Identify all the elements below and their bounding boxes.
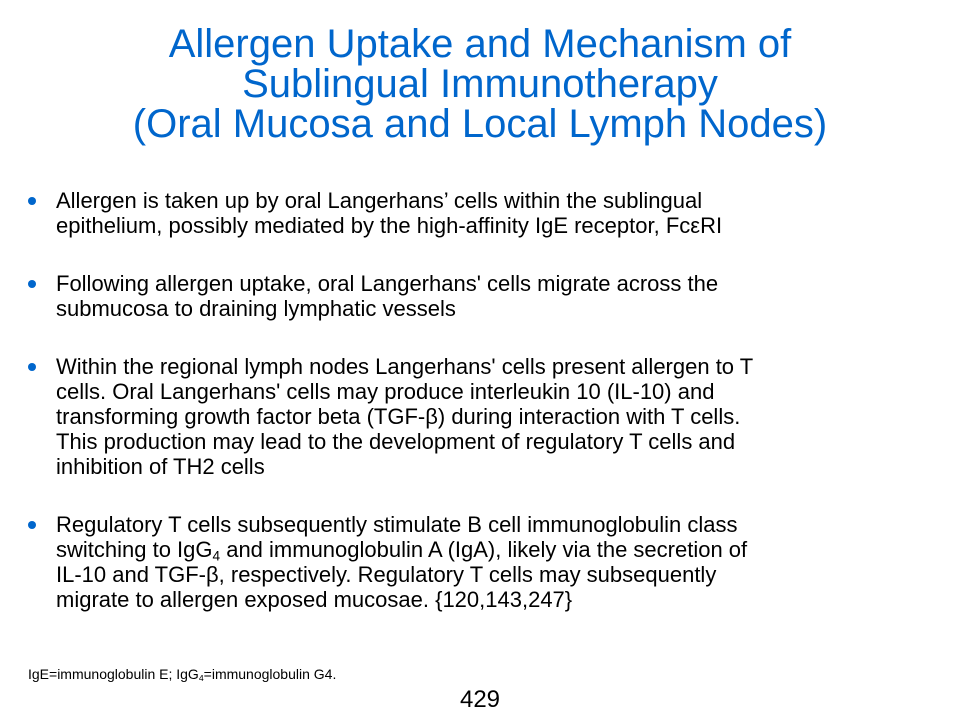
bullet-line: Following allergen uptake, oral Langerha… <box>56 271 719 296</box>
bullet-item: Allergen is taken up by oral Langerhans’… <box>26 188 926 238</box>
bullet-item: Within the regional lymph nodes Langerha… <box>26 354 926 479</box>
bullet-line: transforming growth factor beta (TGF-β) … <box>56 404 741 429</box>
page-number: 429 <box>459 686 501 713</box>
bullet-item: Following allergen uptake, oral Langerha… <box>26 271 926 321</box>
slide-title: Allergen Uptake and Mechanism of Subling… <box>20 24 940 144</box>
bullet-text: Following allergen uptake, oral Langerha… <box>56 271 926 321</box>
bullet-line: Regulatory T cells subsequently stimulat… <box>56 512 738 537</box>
bullet-item: Regulatory T cells subsequently stimulat… <box>26 512 926 612</box>
bullet-text: Within the regional lymph nodes Langerha… <box>56 354 926 479</box>
footnote-text: =immunoglobulin G4. <box>203 666 337 682</box>
bullet-dot-icon <box>28 280 36 288</box>
bullet-text-segment: switching to IgG <box>56 537 213 562</box>
bullet-line: Within the regional lymph nodes Langerha… <box>56 354 754 379</box>
bullet-text-segment: and immunoglobulin A (IgA), likely via t… <box>220 537 748 562</box>
bullet-line: epithelium, possibly mediated by the hig… <box>56 213 723 238</box>
subscript: 4 <box>198 673 204 684</box>
bullet-line: cells. Oral Langerhans' cells may produc… <box>56 379 715 404</box>
bullet-list: Allergen is taken up by oral Langerhans’… <box>26 188 926 612</box>
title-line: Allergen Uptake and Mechanism of <box>168 22 792 66</box>
subscript: 4 <box>212 548 221 564</box>
bullet-text: Allergen is taken up by oral Langerhans’… <box>56 188 926 238</box>
bullet-line: switching to IgG4 and immunoglobulin A (… <box>56 537 926 564</box>
bullet-line: This production may lead to the developm… <box>56 429 736 454</box>
bullet-dot-icon <box>28 197 36 205</box>
bullet-line: migrate to allergen exposed mucosae. {12… <box>56 587 573 612</box>
bullet-line: submucosa to draining lymphatic vessels <box>56 296 456 321</box>
footnote-text: IgE=immunoglobulin E; IgG <box>28 666 199 682</box>
bullet-line: Allergen is taken up by oral Langerhans’… <box>56 188 703 213</box>
footnote: IgE=immunoglobulin E; IgG4=immunoglobuli… <box>28 666 336 682</box>
bullet-dot-icon <box>28 363 36 371</box>
bullet-dot-icon <box>28 521 36 529</box>
bullet-text: Regulatory T cells subsequently stimulat… <box>56 512 926 612</box>
title-line: Sublingual Immunotherapy <box>242 62 718 106</box>
title-line: (Oral Mucosa and Local Lymph Nodes) <box>132 102 828 146</box>
bullet-line: IL-10 and TGF-β, respectively. Regulator… <box>56 562 717 587</box>
bullet-line: inhibition of TH2 cells <box>56 454 265 479</box>
